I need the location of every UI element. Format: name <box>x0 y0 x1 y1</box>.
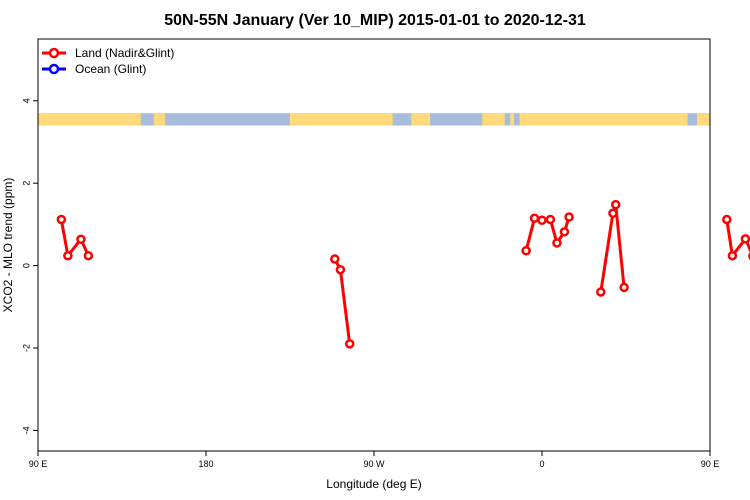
legend-label: Ocean (Glint) <box>75 62 146 76</box>
land-segment <box>482 113 505 126</box>
x-tick-label: 0 <box>539 459 544 469</box>
data-point <box>83 250 94 261</box>
legend-marker <box>48 47 60 59</box>
legend: Land (Nadir&Glint) Ocean (Glint) <box>42 46 174 76</box>
x-tick-label: 90 E <box>701 459 720 469</box>
x-tick-label: 90 E <box>29 459 48 469</box>
data-point <box>56 214 67 225</box>
land-ocean-band <box>38 113 710 126</box>
land-segment <box>696 113 710 126</box>
data-point <box>76 234 86 244</box>
data-point <box>344 339 355 349</box>
legend-marker <box>48 63 60 75</box>
data-point <box>521 246 531 256</box>
y-axis: -4 -2 0 2 4 <box>21 98 38 434</box>
data-point <box>330 254 340 264</box>
y-axis-label: XCO2 - MLO trend (ppm) <box>1 178 15 313</box>
data-point <box>559 227 570 237</box>
y-tick-label: -4 <box>21 426 31 434</box>
data-point <box>552 238 562 248</box>
data-point <box>529 213 540 223</box>
x-tick-label: 90 W <box>363 459 385 469</box>
y-tick-label: -2 <box>21 344 31 352</box>
land-segment <box>510 113 514 126</box>
land-segment <box>290 113 393 126</box>
land-segment <box>519 113 688 126</box>
series-line <box>725 219 750 258</box>
x-axis-label: Longitude (deg E) <box>326 477 421 491</box>
data-point <box>722 214 732 225</box>
land-segment <box>411 113 430 126</box>
x-tick-label: 180 <box>198 459 213 469</box>
data-point <box>619 282 629 293</box>
land-segment <box>38 113 141 126</box>
data-point <box>564 212 574 222</box>
data-point <box>727 250 738 261</box>
y-tick-label: 0 <box>21 263 31 268</box>
data-point <box>596 287 606 297</box>
y-tick-label: 4 <box>21 98 31 103</box>
data-point <box>63 250 73 261</box>
chart-title: 50N-55N January (Ver 10_MIP) 2015-01-01 … <box>164 12 586 29</box>
series-line <box>59 219 90 258</box>
data-point <box>335 264 346 275</box>
data-point <box>610 199 621 210</box>
data-point <box>545 214 556 225</box>
y-tick-label: 2 <box>21 181 31 186</box>
data-point <box>537 215 547 226</box>
series-layer <box>56 199 750 349</box>
data-point <box>740 234 750 244</box>
data-point <box>608 208 618 219</box>
land-segment <box>153 113 165 126</box>
x-axis: 90 E 180 90 W 0 90 E <box>29 451 720 469</box>
legend-label: Land (Nadir&Glint) <box>75 46 174 60</box>
